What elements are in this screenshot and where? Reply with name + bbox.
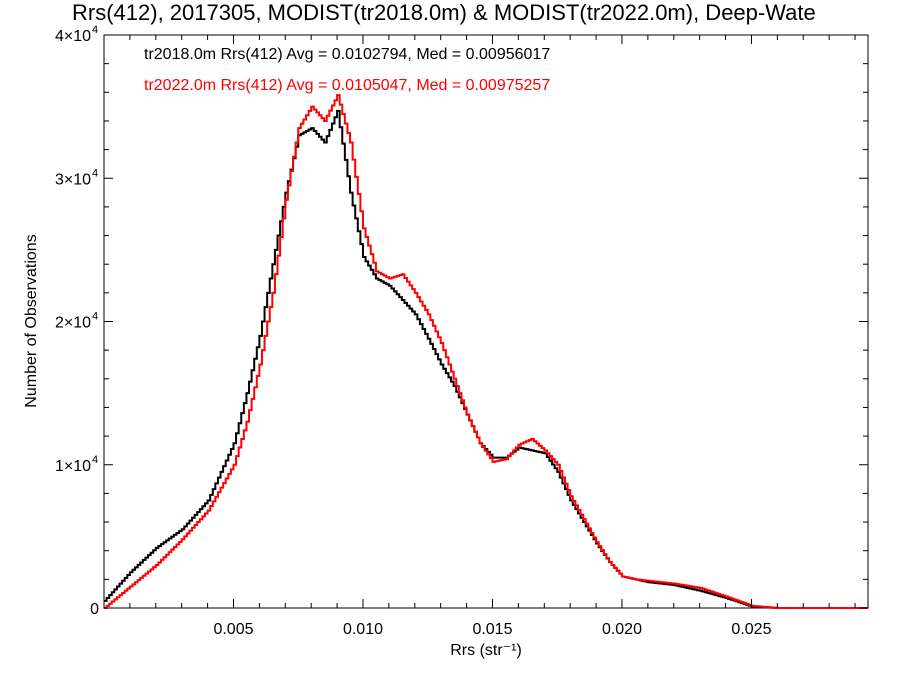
annotation-tr2022: tr2022.0m Rrs(412) Avg = 0.0105047, Med … xyxy=(144,77,550,94)
plot-frame xyxy=(103,34,869,609)
x-tick-label: 0.005 xyxy=(213,621,253,638)
y-axis-label: Number of Observations xyxy=(23,234,40,407)
x-tick-labels: 0.005 0.010 0.015 0.020 0.025 xyxy=(213,621,771,638)
x-tick-label: 0.025 xyxy=(731,621,771,638)
y-tick-label: 2×10 xyxy=(55,315,91,332)
x-tick-label: 0.015 xyxy=(472,621,512,638)
annotation-tr2018: tr2018.0m Rrs(412) Avg = 0.0102794, Med … xyxy=(144,46,550,63)
x-axis-label: Rrs (str⁻¹) xyxy=(450,642,522,659)
y-tick-exponent: 4 xyxy=(92,454,98,466)
y-tick-exponent: 4 xyxy=(92,167,98,179)
y-tick-labels: 01×10 42×10 43×10 44×10 4 xyxy=(55,24,99,618)
y-tick-exponent: 4 xyxy=(92,311,98,323)
y-tick-label: 0 xyxy=(90,601,99,618)
histogram-series-2 xyxy=(104,94,868,609)
y-tick-label: 3×10 xyxy=(55,171,91,188)
x-tick-label: 0.010 xyxy=(343,621,383,638)
y-tick-label: 4×10 xyxy=(55,28,91,45)
y-tick-label: 1×10 xyxy=(55,458,91,475)
y-tick-exponent: 4 xyxy=(92,24,98,36)
histogram-series-1 xyxy=(104,109,868,609)
chart-title: Rrs(412), 2017305, MODIST(tr2018.0m) & M… xyxy=(72,0,816,25)
series-layer xyxy=(104,94,868,609)
x-tick-label: 0.020 xyxy=(602,621,642,638)
ticks-layer xyxy=(104,34,868,609)
